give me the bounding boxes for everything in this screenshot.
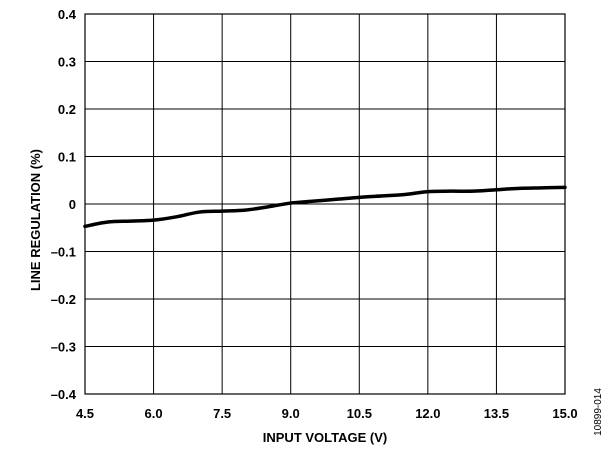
x-axis-label: INPUT VOLTAGE (V) (263, 430, 387, 445)
y-tick-label: –0.1 (51, 245, 76, 260)
y-tick-label: –0.4 (51, 387, 77, 402)
series-layer (83, 185, 567, 229)
y-tick-label: 0.3 (58, 55, 76, 70)
x-tick-label: 6.0 (145, 406, 163, 421)
y-tick-label: 0.2 (58, 102, 76, 117)
plot-frame (84, 13, 566, 395)
y-tick-labels: 0.4 0.3 0.2 0.1 0 –0.1 –0.2 –0.3 –0.4 (51, 7, 77, 402)
x-tick-label: 12.0 (415, 406, 440, 421)
x-tick-label: 13.5 (484, 406, 509, 421)
y-tick-label: 0 (69, 197, 76, 212)
x-tick-label: 15.0 (552, 406, 577, 421)
x-tick-labels: 4.5 6.0 7.5 9.0 10.5 12.0 13.5 15.0 (76, 406, 578, 421)
y-tick-label: –0.2 (51, 292, 76, 307)
x-tick-label: 9.0 (282, 406, 300, 421)
x-tick-label: 10.5 (347, 406, 372, 421)
y-axis-label: LINE REGULATION (%) (28, 149, 43, 291)
y-tick-label: 0.4 (58, 7, 77, 22)
x-tick-label: 4.5 (76, 406, 94, 421)
grid-lines (84, 13, 566, 395)
y-tick-label: –0.3 (51, 340, 76, 355)
y-tick-label: 0.1 (58, 150, 76, 165)
x-tick-label: 7.5 (213, 406, 231, 421)
series-line (83, 185, 567, 229)
figure-id: 10899-014 (593, 388, 604, 436)
